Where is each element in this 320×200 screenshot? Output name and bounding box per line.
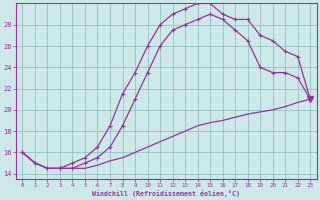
X-axis label: Windchill (Refroidissement éolien,°C): Windchill (Refroidissement éolien,°C)	[92, 190, 240, 197]
